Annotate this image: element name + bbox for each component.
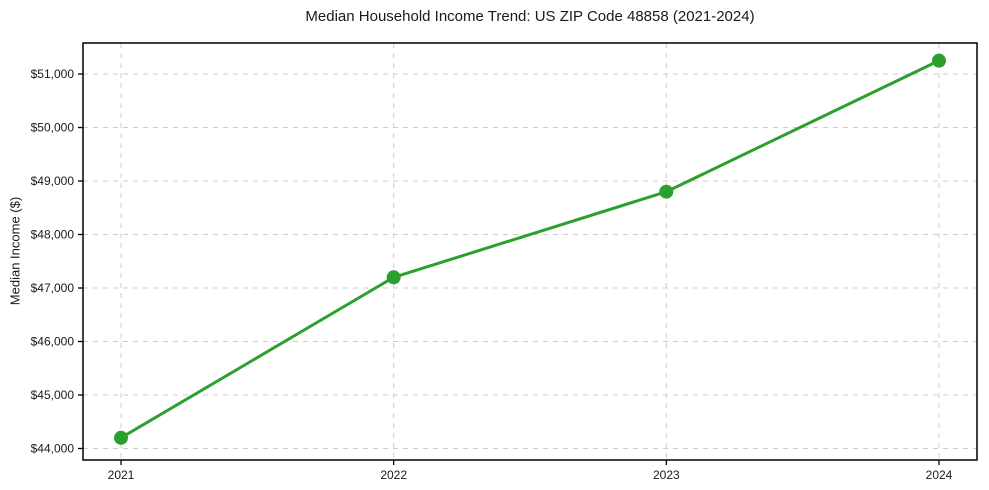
y-tick-label: $46,000 [31,335,75,349]
x-tick-label: 2023 [653,468,680,482]
y-tick-label: $51,000 [31,67,75,81]
data-point-2023 [659,184,674,199]
data-point-2022 [386,270,401,285]
y-tick-label: $48,000 [31,228,75,242]
x-tick-label: 2021 [108,468,135,482]
data-point-2021 [114,430,128,445]
x-tick-label: 2024 [926,468,953,482]
y-tick-label: $49,000 [31,174,75,188]
y-tick-label: $47,000 [31,281,75,295]
plot-border [82,42,978,461]
chart-title: Median Household Income Trend: US ZIP Co… [305,8,755,25]
y-tick-label: $44,000 [31,441,75,455]
x-tick-label: 2022 [380,468,407,482]
y-tick-label: $50,000 [31,121,75,135]
data-point-2024 [932,53,946,68]
y-tick-label: $45,000 [31,388,75,402]
trend-line [119,59,941,440]
